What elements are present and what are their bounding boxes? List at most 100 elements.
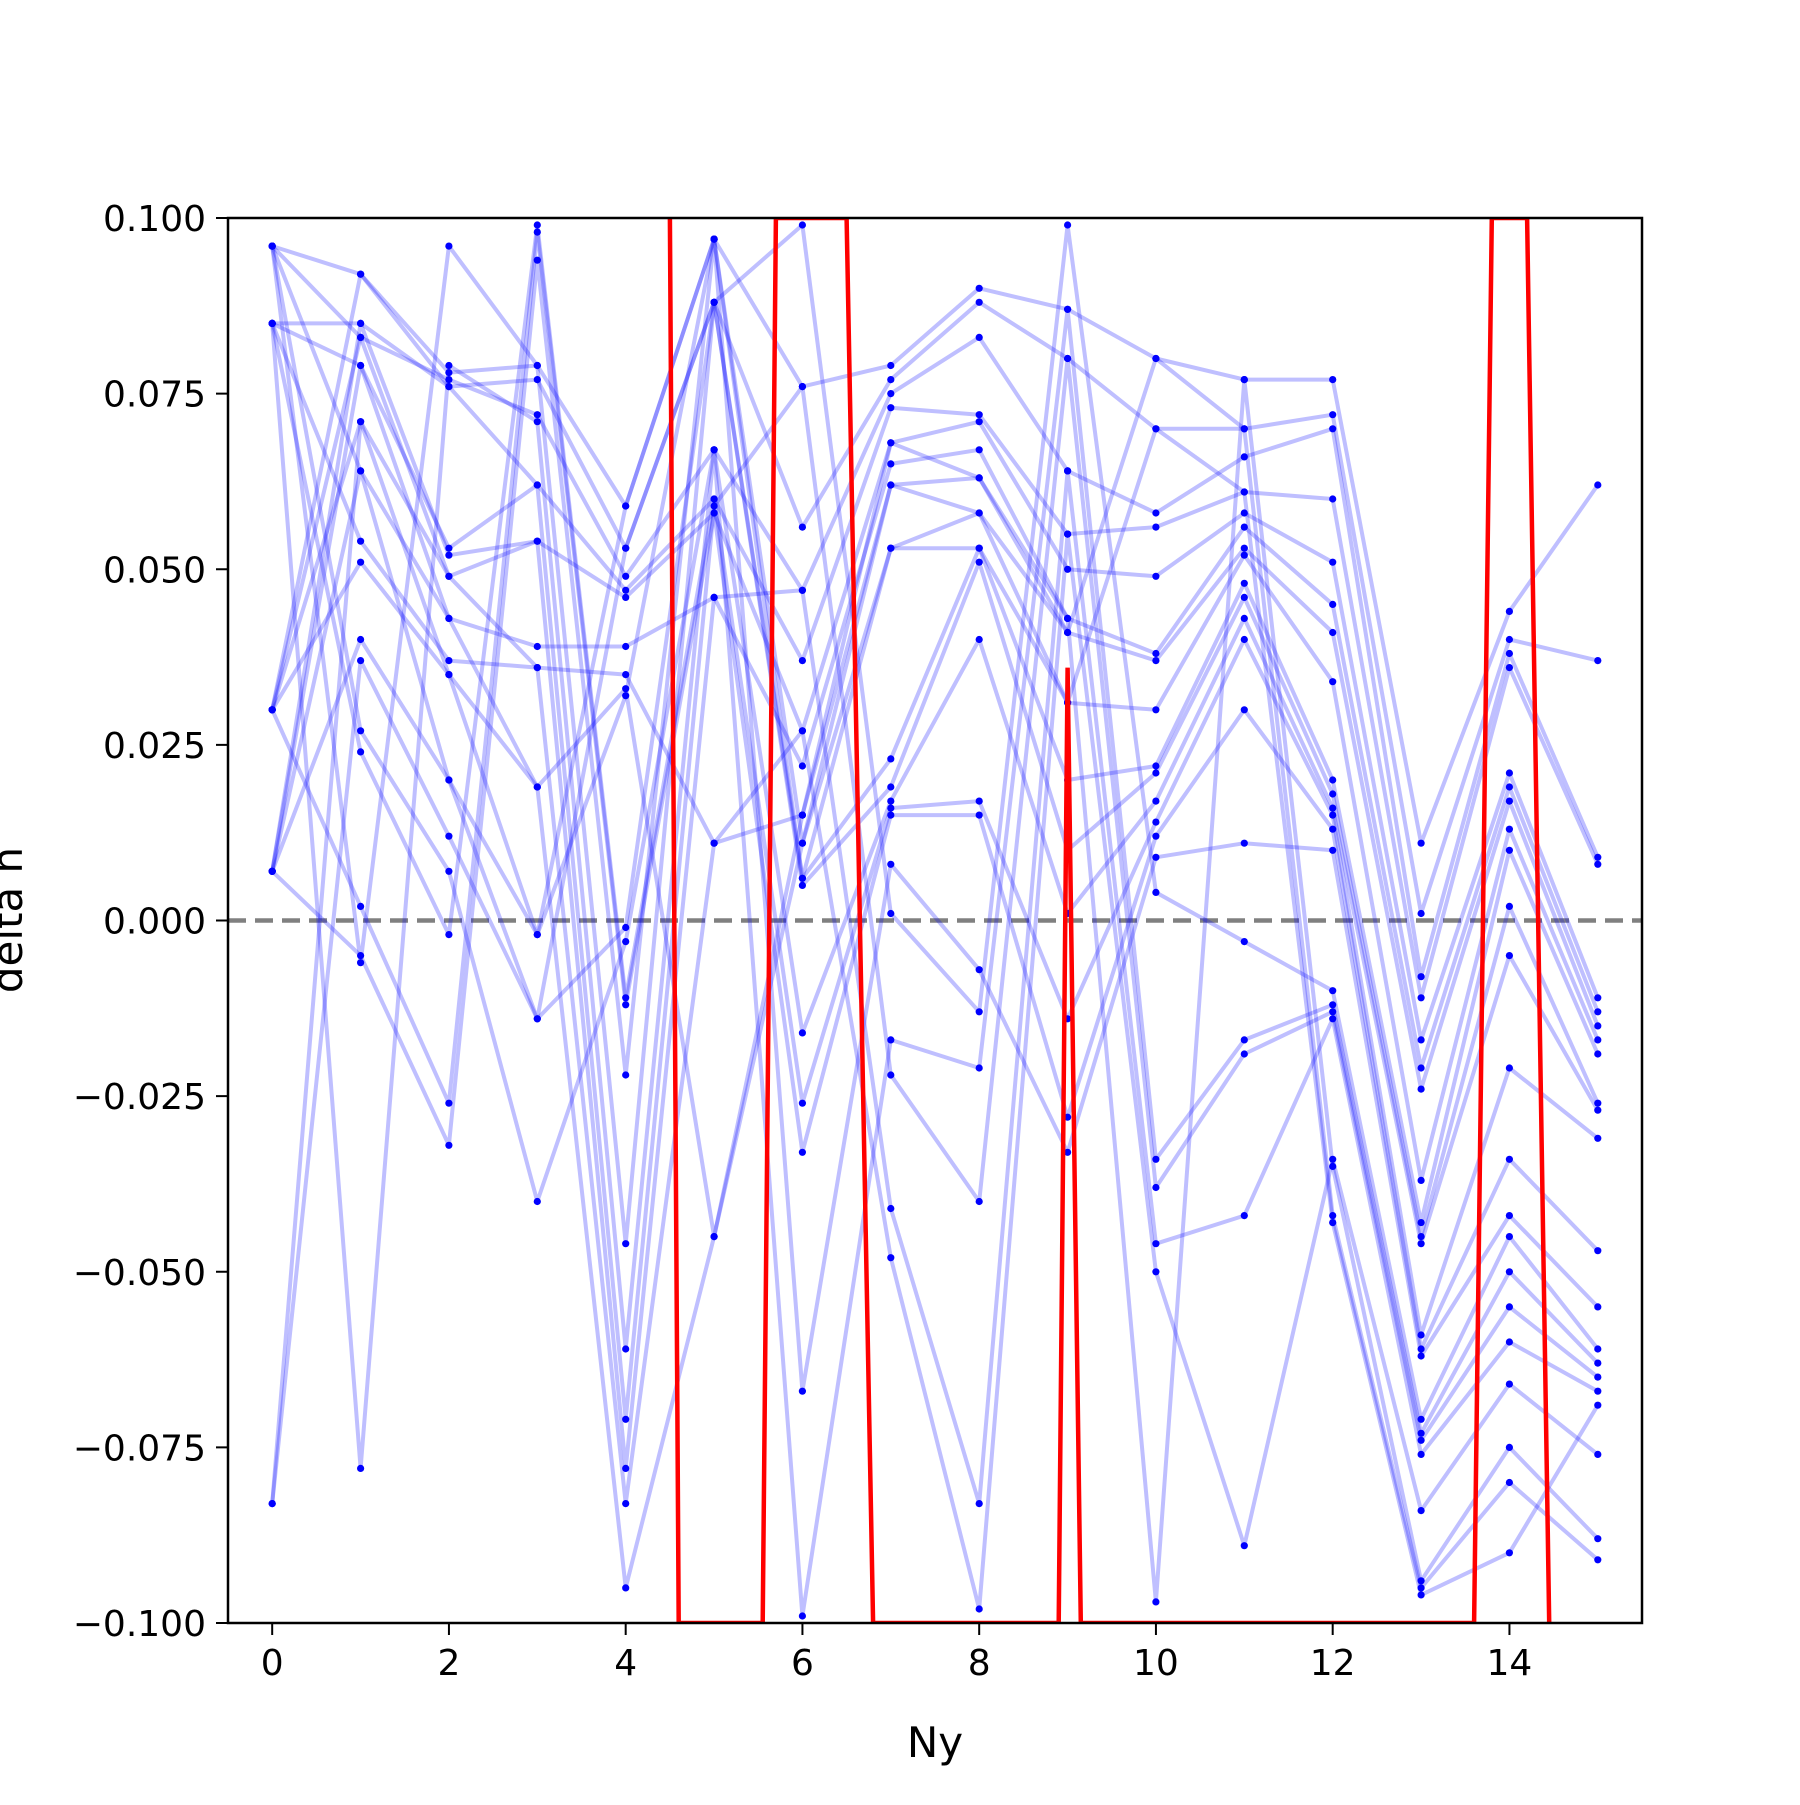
data-point bbox=[1152, 572, 1160, 580]
y-tick-label: 0.075 bbox=[103, 375, 206, 416]
data-point bbox=[887, 376, 895, 384]
data-point bbox=[533, 931, 541, 939]
data-point bbox=[622, 994, 630, 1002]
data-point bbox=[1240, 938, 1248, 946]
data-point bbox=[887, 404, 895, 412]
data-point bbox=[1417, 1064, 1425, 1072]
data-point bbox=[1240, 453, 1248, 461]
data-point bbox=[622, 544, 630, 552]
data-point bbox=[975, 509, 983, 517]
data-point bbox=[798, 727, 807, 735]
data-point bbox=[1505, 1380, 1513, 1388]
data-point bbox=[887, 755, 895, 763]
data-point bbox=[357, 748, 365, 756]
series-line bbox=[271, 237, 1600, 846]
data-point bbox=[533, 411, 541, 419]
data-point bbox=[357, 635, 365, 644]
x-tick-label: 4 bbox=[614, 1643, 637, 1684]
y-tick-label: 0.000 bbox=[103, 902, 206, 943]
data-point bbox=[1417, 1415, 1425, 1423]
data-point bbox=[1594, 1387, 1602, 1395]
data-point bbox=[1505, 1549, 1513, 1557]
data-point bbox=[1417, 909, 1425, 918]
data-point bbox=[357, 1464, 365, 1472]
data-point bbox=[1505, 649, 1513, 658]
data-point bbox=[533, 1197, 541, 1206]
data-point bbox=[1064, 628, 1072, 637]
data-point bbox=[798, 1148, 807, 1156]
data-point bbox=[1064, 614, 1072, 623]
data-point bbox=[533, 228, 541, 236]
data-point bbox=[1594, 1106, 1602, 1114]
data-point bbox=[1240, 579, 1248, 587]
data-point bbox=[975, 1500, 983, 1508]
data-point bbox=[1594, 1050, 1602, 1058]
data-point bbox=[622, 1071, 630, 1079]
data-point bbox=[798, 586, 807, 594]
data-point bbox=[357, 537, 365, 545]
data-point bbox=[1329, 1001, 1337, 1009]
data-point bbox=[1240, 425, 1248, 433]
data-point bbox=[1329, 425, 1337, 433]
data-point bbox=[1152, 818, 1160, 826]
data-point bbox=[1329, 1155, 1337, 1163]
data-point bbox=[445, 376, 453, 384]
x-tick-label: 6 bbox=[791, 1643, 814, 1684]
series-16 bbox=[268, 270, 1602, 1444]
data-point bbox=[1240, 376, 1248, 384]
data-point bbox=[798, 221, 807, 229]
data-point bbox=[622, 923, 630, 932]
data-point bbox=[1329, 776, 1337, 784]
data-point bbox=[1505, 1478, 1513, 1487]
data-point bbox=[1152, 1268, 1160, 1276]
data-point bbox=[1594, 1303, 1602, 1311]
data-point bbox=[1152, 1183, 1160, 1192]
series-line bbox=[270, 237, 1600, 1394]
data-point bbox=[798, 811, 807, 819]
data-point bbox=[798, 1612, 807, 1620]
data-point bbox=[1152, 657, 1160, 665]
data-point bbox=[710, 502, 718, 510]
data-point bbox=[357, 959, 365, 967]
data-point bbox=[622, 502, 630, 510]
series-line bbox=[270, 300, 1600, 1597]
data-point bbox=[710, 839, 718, 847]
data-point bbox=[975, 558, 983, 566]
data-point bbox=[1505, 1338, 1513, 1346]
series-21 bbox=[268, 298, 1602, 1599]
series-line bbox=[271, 321, 1600, 1604]
data-point bbox=[975, 418, 983, 426]
data-point bbox=[1329, 790, 1337, 798]
data-point bbox=[1152, 706, 1160, 714]
y-tick-label: −0.075 bbox=[73, 1428, 206, 1469]
data-point bbox=[710, 1233, 718, 1241]
data-point bbox=[1240, 593, 1248, 602]
data-point bbox=[1329, 811, 1337, 819]
data-point bbox=[1152, 769, 1160, 777]
data-point bbox=[622, 642, 630, 651]
data-point bbox=[533, 783, 541, 791]
data-point bbox=[887, 390, 895, 398]
data-point bbox=[357, 727, 365, 735]
data-point bbox=[1505, 1064, 1513, 1072]
series-line bbox=[270, 245, 1600, 1070]
data-point bbox=[1417, 1036, 1425, 1044]
data-point bbox=[975, 1064, 983, 1072]
data-point bbox=[975, 544, 983, 552]
series-line bbox=[270, 363, 1600, 1000]
series-12 bbox=[268, 228, 1602, 1353]
data-point bbox=[798, 383, 807, 391]
data-point bbox=[1417, 1331, 1425, 1339]
series-line bbox=[270, 223, 1600, 1422]
data-point bbox=[710, 495, 718, 503]
data-point bbox=[445, 242, 453, 250]
y-axis-label: delta h bbox=[0, 847, 32, 993]
data-point bbox=[710, 235, 718, 243]
series-1 bbox=[268, 298, 1602, 918]
series-20 bbox=[268, 235, 1602, 1592]
series-line bbox=[270, 237, 1600, 1225]
data-point bbox=[357, 902, 365, 911]
data-point bbox=[1417, 1176, 1425, 1184]
data-point bbox=[1594, 1535, 1602, 1543]
